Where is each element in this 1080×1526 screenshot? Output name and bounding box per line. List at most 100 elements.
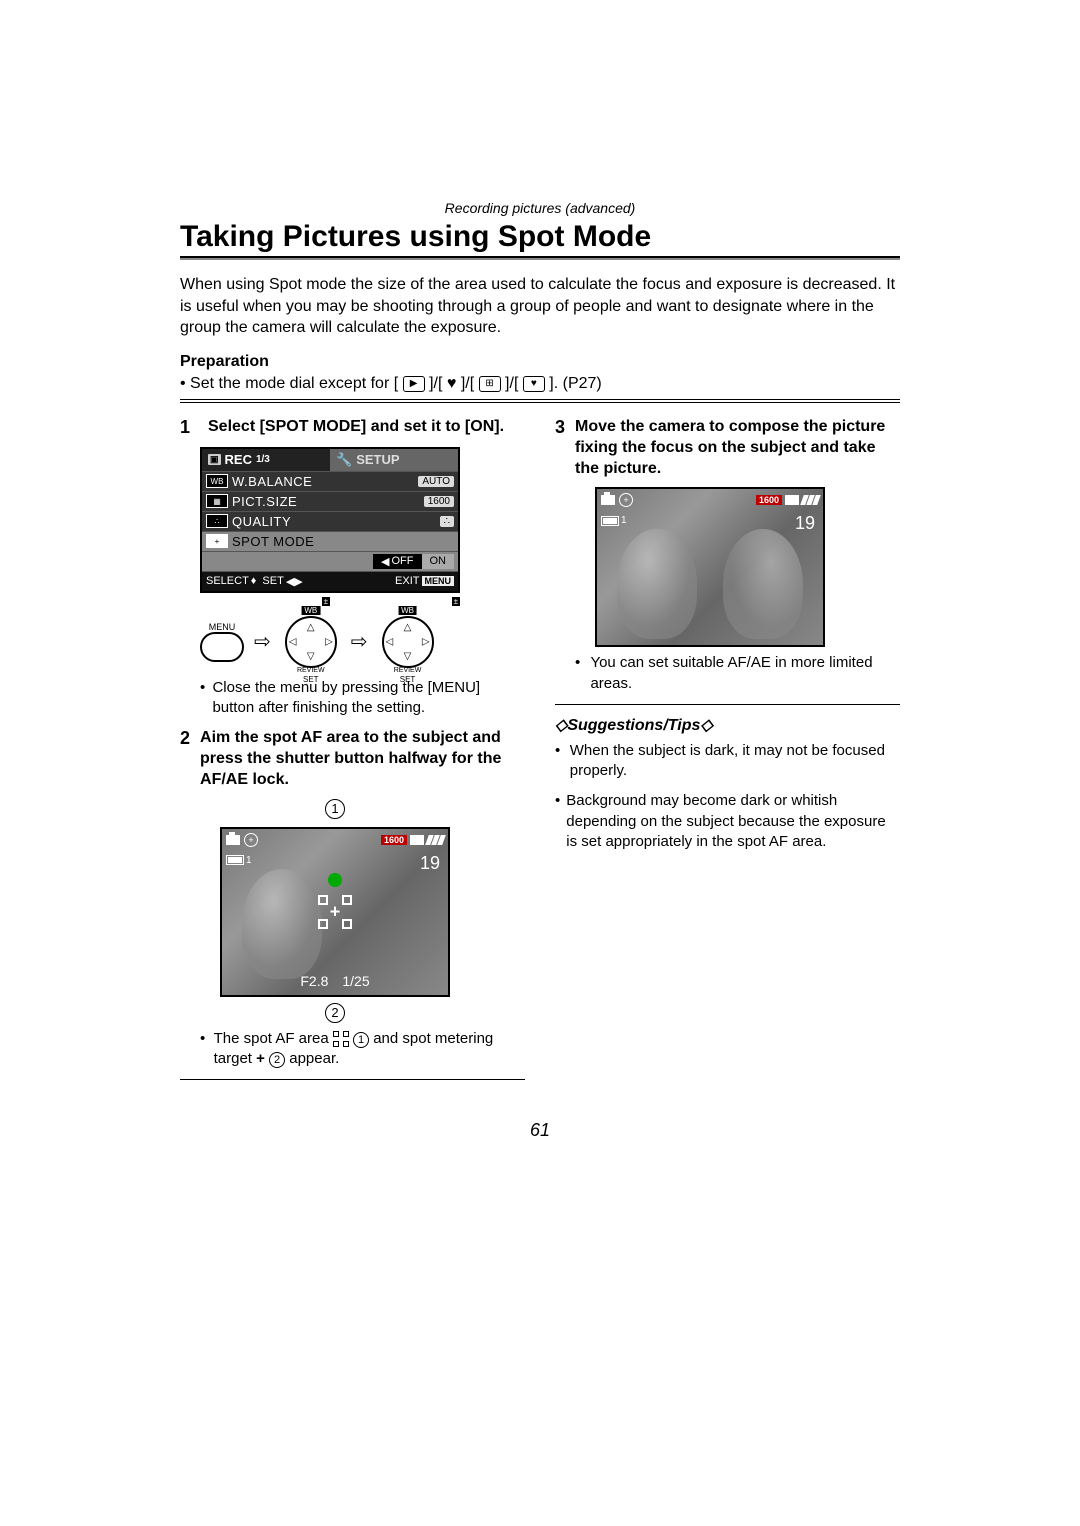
camera-icon: ▣	[208, 454, 221, 465]
step-3-num: 3	[555, 417, 565, 479]
wb-icon: WB	[206, 474, 228, 488]
diamond-icon: ◇	[555, 717, 567, 734]
off-toggle: ◀OFF	[373, 554, 421, 569]
page-number: 61	[180, 1120, 900, 1141]
callout-2-icon: 2	[325, 1003, 345, 1023]
tip-2: •Background may become dark or whitish d…	[555, 791, 900, 852]
separator	[180, 399, 900, 403]
step-1: 1 Select [SPOT MODE] and set it to [ON].	[180, 417, 525, 439]
spot-meter-cross-icon: +	[330, 901, 341, 922]
select-hint: SELECT♦	[206, 575, 256, 588]
callout-1-inline: 1	[353, 1032, 369, 1048]
on-toggle: ON	[422, 554, 455, 569]
battery-num: 1	[246, 855, 252, 866]
right-column: 3 Move the camera to compose the picture…	[555, 417, 900, 1090]
rec-tab: ▣ REC 1/3	[202, 449, 330, 471]
menu-bottom-bar: SELECT♦ SET◀▶ EXITMENU	[202, 571, 458, 591]
lcd-screenshot-1: + 1600 1 19 + F2.8 1/25	[220, 827, 450, 997]
setup-tab: 🔧 SETUP	[330, 449, 458, 471]
ev-icon: ±	[322, 597, 330, 606]
playback-icon: ▶	[403, 376, 425, 392]
dpad-icon: WB △ ▽ ◁ ▷ REVIEW SET	[281, 612, 341, 672]
section-header: Recording pictures (advanced)	[180, 200, 900, 216]
step-2-title: Aim the spot AF area to the subject and …	[200, 728, 525, 790]
battery-icon	[226, 855, 244, 865]
title-underline	[180, 256, 900, 260]
dpad-review: REVIEW	[297, 667, 325, 674]
quality-row: ∴ QUALITY ∴	[202, 511, 458, 531]
s2-note-a: The spot AF area	[214, 1030, 333, 1047]
nav-diagram: MENU ⇨ WB △ ▽ ◁ ▷ REVIEW SET ⇨ WB △ ▽ ◁	[200, 612, 525, 672]
tips-heading: ◇Suggestions/Tips◇	[555, 715, 900, 735]
step-2: 2 Aim the spot AF area to the subject an…	[180, 728, 525, 790]
step-3-note: •You can set suitable AF/AE in more limi…	[575, 653, 900, 694]
quality-label: QUALITY	[232, 514, 440, 529]
quality-icon	[410, 835, 424, 845]
lcd-screenshot-2: + 1600 1 19	[595, 487, 825, 647]
step-2-num: 2	[180, 728, 190, 790]
wbalance-row: WB W.BALANCE AUTO	[202, 471, 458, 491]
dpad-icon: WB △ ▽ ◁ ▷ REVIEW SET	[378, 612, 438, 672]
size-badge: 1600	[381, 835, 407, 845]
menu-screenshot: ▣ REC 1/3 🔧 SETUP WB W.BALANCE AUTO ▦ PI…	[200, 447, 460, 593]
motion-icon: ⊞	[479, 376, 501, 392]
quality-icon	[785, 495, 799, 505]
pictsize-row: ▦ PICT.SIZE 1600	[202, 491, 458, 511]
dpad-wb: WB	[398, 606, 417, 615]
plus-icon: +	[256, 1050, 265, 1067]
prep-mid2: ]/[	[461, 375, 479, 392]
step-3: 3 Move the camera to compose the picture…	[555, 417, 900, 479]
exit-hint: EXITMENU	[395, 575, 454, 588]
wbalance-value: AUTO	[418, 476, 454, 487]
arrow-icon: ⇨	[351, 629, 368, 654]
dpad-wb: WB	[301, 606, 320, 615]
callout-1-icon: 1	[325, 799, 345, 819]
wbalance-label: W.BALANCE	[232, 474, 418, 489]
step-3-title: Move the camera to compose the picture f…	[575, 417, 900, 479]
wrench-icon: 🔧	[336, 452, 352, 468]
menu-button-icon	[200, 632, 244, 662]
dpad-set: SET	[400, 675, 416, 684]
step-1-num: 1	[180, 417, 198, 439]
shutter-value: 1/25	[342, 973, 369, 989]
set-hint: SET◀▶	[262, 575, 302, 588]
prep-prefix: • Set the mode dial except for [	[180, 375, 398, 392]
spotmode-label: SPOT MODE	[232, 534, 454, 549]
s2-note-c: appear.	[289, 1050, 339, 1067]
diamond-icon: ◇	[700, 717, 712, 734]
simple-mode-icon: ♥	[523, 376, 545, 392]
quality-value: ∴	[440, 516, 454, 527]
camera-mode-icon	[601, 495, 615, 505]
tips-rule	[555, 704, 900, 705]
battery-bars-icon	[427, 835, 444, 845]
arrow-icon: ⇨	[254, 629, 271, 654]
prep-mid3: ]/[	[505, 375, 523, 392]
menu-label: MENU	[200, 622, 244, 632]
rec-tab-label: REC	[225, 452, 252, 467]
focus-dot-icon	[328, 873, 342, 887]
preparation-heading: Preparation	[180, 353, 900, 371]
camera-mode-icon	[226, 835, 240, 845]
spotmode-toggle-row: ◀OFF ON	[202, 551, 458, 571]
battery-num: 1	[621, 515, 627, 526]
spot-mode-icon: +	[619, 493, 633, 507]
spotmode-icon: +	[206, 534, 228, 548]
ev-icon: ±	[452, 597, 460, 606]
ev-row: ± ±	[200, 597, 460, 606]
aperture-value: F2.8	[300, 973, 328, 989]
step-1-note: •Close the menu by pressing the [MENU] b…	[200, 678, 525, 719]
spot-mode-icon: +	[244, 833, 258, 847]
prep-mid1: ]/[	[429, 375, 447, 392]
preparation-line: • Set the mode dial except for [ ▶ ]/[ ♥…	[180, 375, 900, 393]
dpad-review: REVIEW	[394, 667, 422, 674]
rec-page: 1/3	[256, 454, 270, 465]
heart-icon: ♥	[447, 375, 457, 393]
step-2-note: • The spot AF area 1 and spot metering t…	[200, 1029, 525, 1070]
intro-text: When using Spot mode the size of the are…	[180, 274, 900, 339]
quality-icon: ∴	[206, 514, 228, 528]
step-1-title: Select [SPOT MODE] and set it to [ON].	[208, 417, 504, 439]
pictsize-icon: ▦	[206, 494, 228, 508]
battery-icon	[601, 516, 619, 526]
page-title: Taking Pictures using Spot Mode	[180, 220, 900, 254]
left-column: 1 Select [SPOT MODE] and set it to [ON].…	[180, 417, 525, 1090]
